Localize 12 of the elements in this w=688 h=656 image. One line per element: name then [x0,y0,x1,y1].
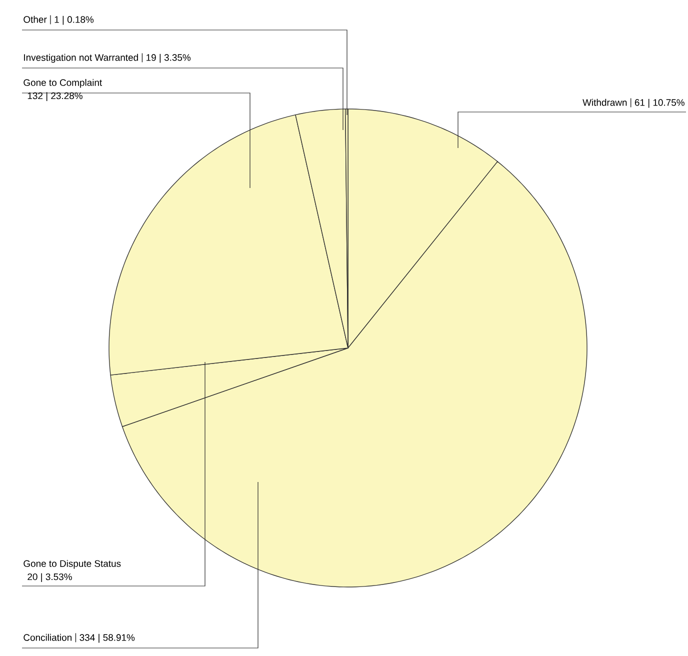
slice-label: Conciliation [24,634,72,641]
slice-label: Gone to Dispute Status [24,560,121,569]
slice-label: Investigation not Warranted [24,54,138,63]
slice-label: Other [24,16,47,23]
data-label: 132 | 23.28% [28,92,82,102]
data-label: 19 | 3.35% [146,54,191,63]
data-label: 334 | 58.91% [80,634,135,643]
data-label: 20 | 3.53% [28,573,72,582]
slice-label: Withdrawn [582,98,627,106]
slice-label: Gone to Complaint [24,78,102,88]
data-label: 61 | 10.75% [634,98,684,108]
data-label: 1 | 0.18% [54,16,94,25]
